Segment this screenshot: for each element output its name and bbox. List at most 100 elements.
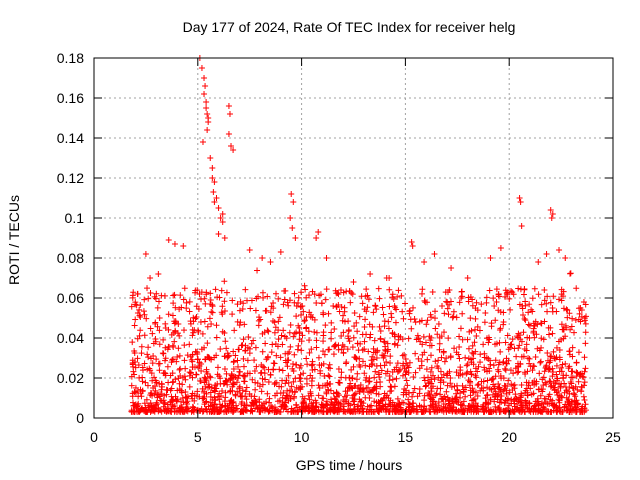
data-point (354, 340, 361, 347)
data-point (275, 295, 282, 302)
data-point (538, 344, 545, 351)
data-point (550, 368, 557, 375)
data-point (238, 342, 245, 349)
data-point (128, 382, 135, 389)
data-point (450, 404, 457, 411)
data-point (522, 302, 529, 309)
data-point (204, 127, 211, 133)
data-point (234, 301, 241, 308)
data-point (547, 383, 554, 390)
data-point (186, 383, 193, 390)
data-point (233, 379, 240, 386)
data-point (168, 408, 175, 415)
data-point (215, 231, 222, 237)
data-point (539, 388, 546, 395)
data-point (509, 336, 516, 343)
data-point (496, 408, 503, 415)
data-point (387, 383, 394, 390)
data-point (280, 389, 287, 396)
data-point (454, 382, 461, 389)
data-point (492, 390, 499, 397)
data-point (211, 179, 218, 185)
data-point (434, 331, 441, 338)
data-point (284, 363, 291, 370)
data-point (436, 346, 443, 353)
data-point (217, 375, 224, 382)
data-point (343, 396, 350, 403)
data-point (211, 354, 218, 361)
data-point (202, 83, 209, 89)
data-point (244, 357, 251, 364)
data-point (330, 390, 337, 397)
data-point (357, 399, 364, 406)
data-point (471, 396, 478, 403)
data-point (438, 303, 445, 310)
data-point (532, 408, 539, 415)
data-point (325, 372, 332, 379)
data-point (543, 381, 550, 388)
data-point (386, 303, 393, 310)
data-point (540, 403, 547, 410)
data-point (151, 391, 158, 398)
data-point (189, 326, 196, 333)
data-point (186, 369, 193, 376)
data-point (264, 293, 271, 300)
data-point (478, 385, 485, 392)
data-point (295, 322, 302, 329)
data-point (520, 311, 527, 318)
data-point (387, 359, 394, 366)
data-point (484, 384, 491, 391)
data-point (566, 384, 573, 391)
data-point (297, 375, 304, 382)
data-point (573, 369, 580, 376)
data-point (458, 401, 465, 408)
data-point (232, 392, 239, 399)
data-point (320, 404, 327, 411)
data-point (462, 354, 469, 361)
data-point (193, 371, 200, 378)
data-point (198, 367, 205, 374)
data-point (203, 398, 210, 405)
data-point (529, 379, 536, 386)
data-point (553, 389, 560, 396)
data-point (348, 366, 355, 373)
data-point (139, 387, 146, 394)
data-point (264, 353, 271, 360)
data-point (370, 309, 377, 316)
data-point (145, 354, 152, 361)
data-point (427, 311, 434, 318)
data-point (311, 316, 318, 323)
y-tick-label: 0.12 (57, 170, 84, 186)
data-point (401, 351, 408, 358)
data-point (186, 341, 193, 348)
data-point (211, 199, 218, 205)
data-point (311, 329, 318, 336)
data-point (290, 378, 297, 385)
data-point (505, 357, 512, 364)
data-point (249, 399, 256, 406)
data-point (248, 340, 255, 347)
data-point (381, 318, 388, 325)
data-point (505, 377, 512, 384)
data-point (281, 288, 288, 295)
data-point (453, 390, 460, 397)
data-point (346, 374, 353, 381)
data-point (324, 382, 331, 389)
data-point (242, 347, 249, 354)
data-point (214, 380, 221, 387)
data-point (490, 295, 497, 302)
data-point (219, 219, 226, 225)
data-point (497, 386, 504, 393)
data-point (156, 367, 163, 374)
data-point (469, 349, 476, 356)
data-point (545, 393, 552, 400)
data-point (501, 365, 508, 372)
data-point (322, 296, 329, 303)
data-point (349, 344, 356, 351)
data-point (230, 366, 237, 373)
data-point (456, 344, 463, 351)
data-point (547, 324, 554, 331)
data-point (580, 299, 587, 305)
data-point (323, 255, 330, 261)
data-point (260, 400, 267, 407)
